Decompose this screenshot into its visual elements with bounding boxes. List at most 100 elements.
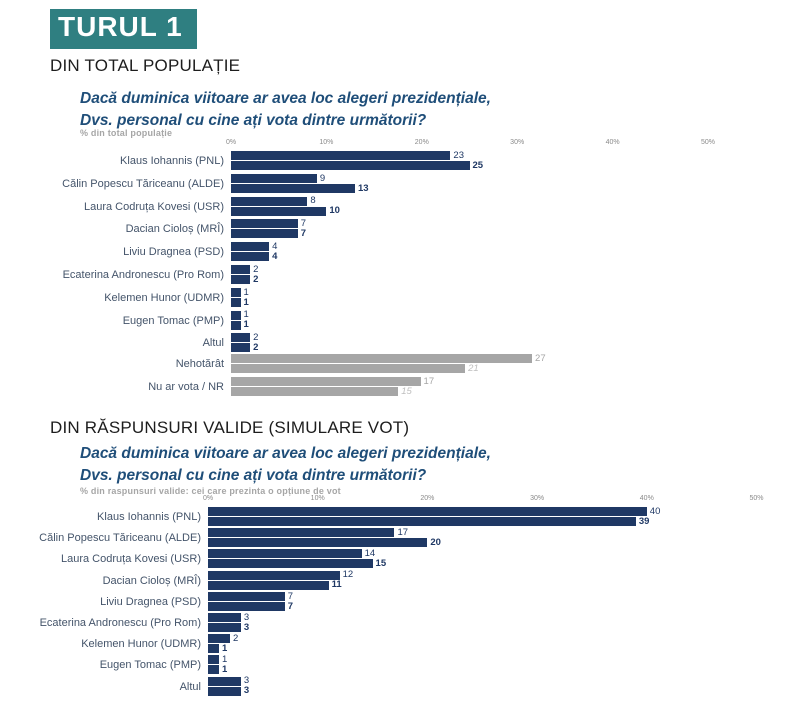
bar-line: 15 [231, 387, 434, 396]
din-raspunsuri-valide-bar-bottom [208, 686, 241, 696]
din-total-populatie-bar-bottom [231, 297, 241, 307]
bar-line: 1 [231, 319, 249, 331]
value-label: 8 [310, 195, 316, 207]
survey-question-1: Dacă duminica viitoare ar avea loc alege… [80, 88, 491, 132]
din-total-populatie-bar-bottom [231, 206, 327, 216]
bar-line: 1 [231, 310, 249, 320]
value-label: 17 [397, 526, 409, 538]
din-total-populatie-bar-top [231, 310, 241, 320]
din-total-populatie-bar-bottom [231, 229, 298, 239]
value-label: 21 [468, 362, 479, 374]
x-axis-tick: 50% [749, 495, 764, 502]
bar-line: 20 [208, 538, 441, 548]
value-label: 4 [272, 240, 278, 252]
x-axis-tick: 0% [225, 139, 237, 146]
bar-group: 23 25 [231, 151, 483, 171]
bar-line: 1 [231, 298, 249, 307]
chart2-subtitle: % din raspunsuri valide: cei care prezin… [80, 486, 341, 496]
din-raspunsuri-valide-bar-bottom [208, 580, 329, 590]
din-total-populatie-bar-bottom [231, 183, 356, 193]
category-label: Kelemen Hunor (UDMR) [81, 638, 201, 651]
bar-line: 2 [231, 343, 258, 353]
x-axis-tick: 20% [420, 495, 435, 502]
din-raspunsuri-valide-bar-top [208, 591, 285, 601]
bar-line: 4 [231, 240, 278, 252]
x-axis-tick: 40% [605, 139, 620, 146]
bar-group: 40 39 [208, 507, 660, 527]
chart-raspunsuri-valide: 0% 10% 20% 30% 40% 50% Klaus Iohannis (PNL) 40 3… [0, 495, 764, 698]
bar-line: 2 [231, 275, 258, 284]
category-label: Dacian Cioloș (MRÎ) [102, 574, 201, 587]
value-label: 1 [243, 319, 249, 331]
chart-row: Călin Popescu Tăriceanu (ALDE) 9 13 [0, 174, 483, 194]
chart-nehotarati: Nehotărât 27 21 Nu ar vota / NR 17 15 [0, 354, 546, 400]
value-label: 3 [243, 685, 250, 697]
x-axis-tick: 30% [510, 139, 525, 146]
survey-question-1-line1: Dacă duminica viitoare ar avea loc alege… [80, 90, 491, 107]
bar-line: 3 [208, 676, 249, 686]
bar-line: 1 [231, 288, 249, 297]
bar-line: 3 [208, 623, 249, 632]
bar-line: 39 [208, 517, 660, 526]
chart-row: Ecaterina Andronescu (Pro Rom) 3 3 [0, 613, 660, 633]
chart-row: Laura Codruța Kovesi (USR) 14 15 [0, 549, 660, 569]
value-label: 7 [300, 228, 307, 240]
bar-line: 2 [231, 332, 259, 344]
survey-question-2-line2: Dvs. personal cu cine ați vota dintre ur… [80, 467, 427, 484]
bar-group: 14 15 [208, 549, 386, 569]
value-label: 7 [287, 590, 294, 602]
bar-line: 15 [208, 559, 386, 569]
value-label: 3 [243, 611, 250, 623]
bar-line: 7 [208, 600, 294, 612]
bar-line: 23 [231, 151, 483, 160]
value-label: 2 [253, 332, 259, 344]
category-label: Eugen Tomac (PMP) [99, 659, 201, 672]
value-label: 40 [649, 505, 661, 517]
bar-line: 13 [231, 184, 369, 193]
x-axis-tick: 30% [530, 495, 545, 502]
chart-row: Kelemen Hunor (UDMR) 1 1 [0, 288, 483, 308]
value-label: 15 [401, 385, 412, 397]
bar-group: 8 10 [231, 195, 340, 217]
x-axis-tick: 40% [639, 495, 654, 502]
din-raspunsuri-valide-bar-top [208, 634, 230, 644]
value-label: 1 [243, 296, 249, 308]
value-label: 27 [535, 352, 546, 364]
value-label: 13 [358, 182, 369, 194]
category-label: Klaus Iohannis (PNL) [120, 155, 224, 167]
din-raspunsuri-valide-bar-bottom [208, 644, 219, 654]
chart-row: Dacian Cioloș (MRÎ) 7 7 [0, 219, 483, 239]
value-label: 7 [287, 600, 294, 612]
bar-line: 12 [208, 569, 354, 581]
section-heading-raspunsuri-valide: DIN RĂSPUNSURI VALIDE (SIMULARE VOT) [50, 418, 410, 437]
category-label: Ecaterina Andronescu (Pro Rom) [39, 616, 201, 629]
value-label: 3 [243, 621, 250, 633]
din-raspunsuri-valide-bar-bottom [208, 601, 285, 611]
nehotarati-nu-voteaza-bar-bottom [231, 364, 466, 373]
value-label: 10 [329, 205, 340, 217]
bar-line: 1 [208, 642, 238, 654]
bar-line: 1 [208, 665, 227, 675]
chart-row: Liviu Dragnea (PSD) 7 7 [0, 590, 660, 612]
din-raspunsuri-valide-bar-bottom [208, 559, 373, 569]
value-label: 12 [342, 569, 354, 581]
bar-line: 14 [208, 549, 386, 559]
x-axis-tick: 50% [700, 139, 716, 146]
chart1-subtitle: % din total populație [80, 128, 173, 138]
value-label: 1 [221, 642, 228, 654]
category-label: Laura Codruța Kovesi (USR) [60, 553, 201, 566]
chart-row: Dacian Cioloș (MRÎ) 12 11 [0, 569, 660, 591]
bar-line: 7 [231, 228, 307, 240]
chart-row: Klaus Iohannis (PNL) 40 39 [0, 507, 660, 527]
category-label: Călin Popescu Tăriceanu (ALDE) [62, 177, 224, 190]
x-axis-tick: 10% [319, 139, 334, 146]
category-label: Klaus Iohannis (PNL) [97, 511, 201, 523]
din-raspunsuri-valide-bar-top [208, 655, 219, 665]
value-label: 7 [300, 218, 307, 230]
bar-line: 21 [231, 364, 546, 373]
